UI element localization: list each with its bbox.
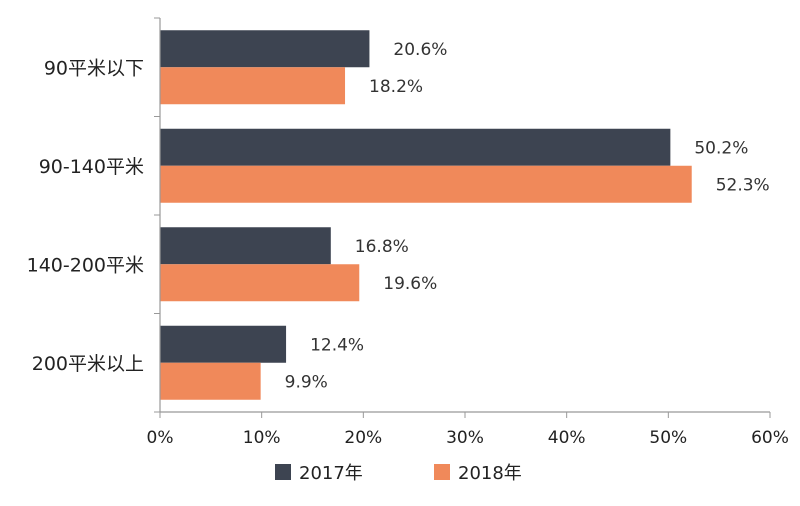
data-label-2017-0: 20.6% bbox=[393, 40, 447, 60]
data-label-2018-2: 19.6% bbox=[383, 274, 437, 294]
data-label-2018-3: 9.9% bbox=[285, 372, 328, 392]
x-tick-label-3: 30% bbox=[446, 428, 484, 448]
legend: 2017年 2018年 bbox=[275, 463, 522, 484]
legend-label-2017: 2017年 bbox=[299, 463, 363, 484]
x-tick-label-1: 10% bbox=[243, 428, 281, 448]
data-label-2017-3: 12.4% bbox=[310, 335, 364, 355]
data-label-2017-1: 50.2% bbox=[694, 138, 748, 158]
bar-2017-1 bbox=[160, 128, 671, 166]
category-label-0: 90平米以下 bbox=[44, 57, 144, 79]
bar-2017-2 bbox=[160, 227, 331, 265]
legend-swatch-2018 bbox=[434, 464, 450, 480]
bar-2018-1 bbox=[160, 165, 692, 203]
x-tick-label-0: 0% bbox=[147, 428, 174, 448]
category-label-1: 90-140平米 bbox=[39, 156, 144, 178]
data-labels-group: 20.6% 18.2% 50.2% 52.3% 16.8% 19.6% 12.4% 9.9% bbox=[285, 40, 770, 393]
axes-group: 90平米以下 90-140平米 140-200平米 200平米以上 0% 10% 20% 30… bbox=[27, 17, 789, 448]
x-tick-label-4: 40% bbox=[548, 428, 586, 448]
bar-2018-2 bbox=[160, 264, 360, 302]
x-tick-label-5: 50% bbox=[649, 428, 687, 448]
category-label-3: 200平米以上 bbox=[32, 353, 144, 375]
bar-2017-0 bbox=[160, 30, 370, 68]
x-tick-label-2: 20% bbox=[344, 428, 382, 448]
bar-2018-0 bbox=[160, 67, 346, 105]
x-tick-label-6: 60% bbox=[751, 428, 789, 448]
bars-group bbox=[160, 30, 692, 400]
legend-label-2018: 2018年 bbox=[458, 463, 522, 484]
data-label-2018-0: 18.2% bbox=[369, 77, 423, 97]
bar-2018-3 bbox=[160, 362, 261, 400]
category-label-2: 140-200平米 bbox=[27, 254, 144, 276]
legend-swatch-2017 bbox=[275, 464, 291, 480]
data-label-2018-1: 52.3% bbox=[716, 175, 770, 195]
bar-2017-3 bbox=[160, 325, 287, 363]
data-label-2017-2: 16.8% bbox=[355, 237, 409, 257]
